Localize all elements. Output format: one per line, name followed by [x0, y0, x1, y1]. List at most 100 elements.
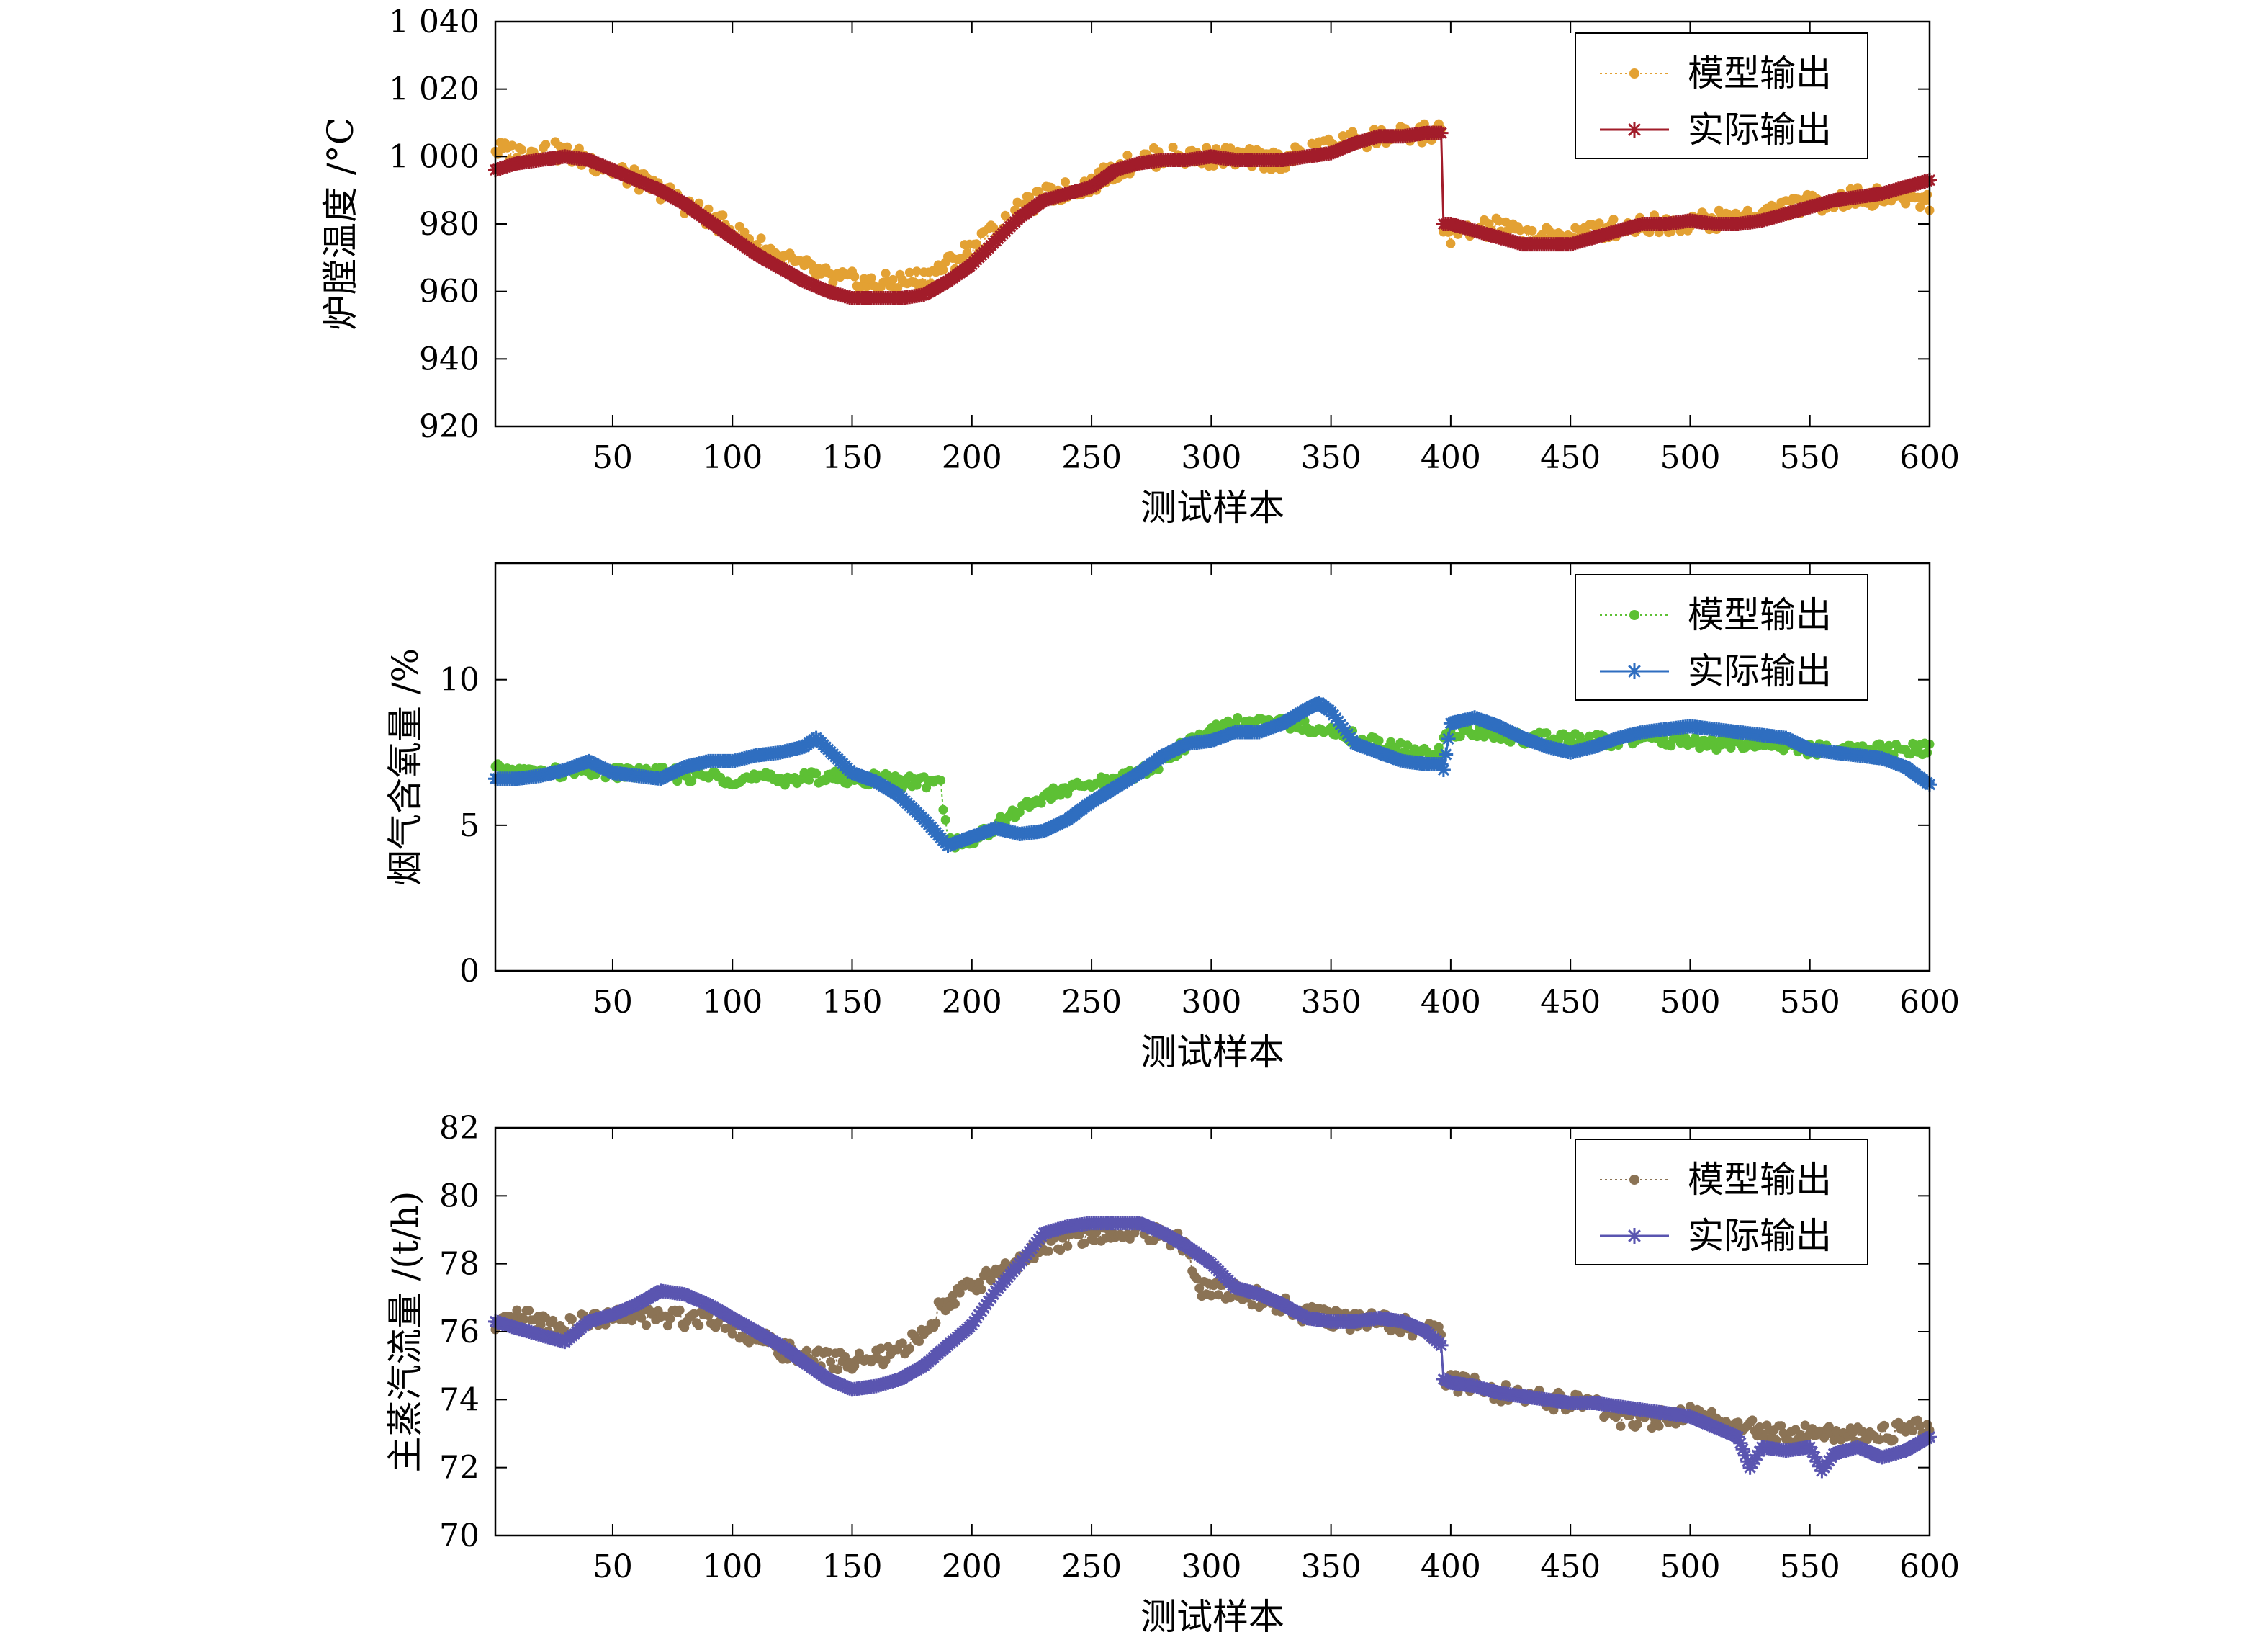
x-tick-label: 600 — [1899, 984, 1960, 1021]
data-point — [893, 283, 903, 293]
data-point — [1901, 199, 1911, 209]
x-tick-label: 450 — [1540, 1548, 1601, 1585]
data-point — [1742, 205, 1752, 215]
data-point — [989, 223, 999, 233]
data-point — [940, 815, 950, 825]
plot-frame — [494, 562, 1931, 972]
x-tick-label: 200 — [942, 439, 1002, 476]
data-point — [1192, 1274, 1202, 1284]
data-point — [1434, 125, 1449, 140]
data-point — [1793, 194, 1803, 205]
x-tick-label: 450 — [1540, 439, 1601, 476]
x-tick-label: 150 — [822, 439, 883, 476]
data-point — [1122, 151, 1133, 161]
y-tick-label: 980 — [419, 206, 480, 243]
x-tick-label: 200 — [942, 1548, 1002, 1585]
legend-label: 模型输出 — [1688, 1159, 1832, 1201]
data-point — [1889, 1435, 1899, 1445]
x-tick-label: 300 — [1181, 984, 1241, 1021]
data-point — [1695, 743, 1705, 753]
data-point — [1915, 202, 1925, 212]
x-tick-label: 450 — [1540, 984, 1601, 1021]
data-point — [881, 269, 891, 278]
data-point — [642, 1320, 651, 1330]
data-point — [811, 768, 822, 779]
data-point — [1213, 1290, 1223, 1300]
data-point — [1735, 1442, 1750, 1457]
x-tick-label: 500 — [1660, 1548, 1720, 1585]
data-point — [904, 1343, 914, 1353]
data-point — [694, 1320, 704, 1330]
data-point — [1403, 740, 1413, 750]
data-point — [1807, 1449, 1822, 1464]
data-point — [524, 1306, 534, 1316]
data-point — [883, 771, 893, 781]
chart-panel-2: 50 100 150 200 250 300 350 400 450 500 550 600 0 5 10 测… — [384, 562, 1960, 1073]
data-point — [1733, 1435, 1748, 1451]
data-point — [1870, 199, 1879, 210]
x-tick-label: 550 — [1780, 984, 1840, 1021]
data-point — [1737, 1448, 1752, 1463]
data-point — [1515, 225, 1525, 236]
x-tick-label: 100 — [702, 984, 762, 1021]
data-point — [1056, 790, 1066, 800]
data-point — [1809, 1454, 1824, 1469]
x-tick-label: 500 — [1660, 984, 1720, 1021]
data-point — [687, 776, 697, 786]
data-point — [1061, 177, 1070, 187]
x-tick-label: 100 — [702, 1548, 762, 1585]
x-tick-label: 150 — [822, 984, 883, 1021]
data-point — [1750, 1448, 1765, 1463]
x-tick-label: 250 — [1061, 1548, 1122, 1585]
data-point — [938, 265, 948, 275]
data-point — [1802, 1440, 1817, 1455]
data-point — [1874, 739, 1884, 749]
data-point — [1915, 1420, 1925, 1430]
data-point — [948, 1291, 958, 1301]
legend-marker — [1626, 122, 1642, 138]
data-point — [517, 145, 527, 155]
y-tick-label: 1 020 — [389, 71, 480, 108]
data-point — [1731, 1430, 1745, 1445]
y-tick-label: 82 — [439, 1110, 480, 1147]
data-point — [1374, 735, 1384, 745]
y-tick-label: 0 — [459, 953, 480, 990]
y-tick-label: 940 — [419, 341, 480, 377]
y-axis-label: 炉膛温度 /°C — [320, 117, 361, 331]
data-point — [1812, 1458, 1827, 1474]
data-point — [931, 1318, 941, 1328]
data-point — [1436, 763, 1451, 777]
data-point — [1194, 1283, 1205, 1294]
data-point — [1585, 731, 1595, 741]
data-point — [833, 1365, 843, 1375]
data-point — [1760, 1433, 1769, 1443]
data-point — [1043, 1246, 1053, 1256]
x-tick-label: 250 — [1061, 984, 1122, 1021]
x-axis-label: 测试样本 — [1140, 1031, 1284, 1073]
data-point — [1632, 1420, 1642, 1430]
x-tick-label: 300 — [1181, 1548, 1241, 1585]
data-point — [1884, 740, 1894, 750]
x-tick-label: 100 — [702, 439, 762, 476]
legend-box — [1575, 32, 1868, 159]
series-actual-output — [488, 696, 1937, 853]
data-point — [1206, 1291, 1216, 1301]
legend-marker — [1629, 610, 1639, 620]
data-point — [718, 210, 728, 220]
y-axis-label: 烟气含氧量 /% — [384, 648, 426, 886]
data-point — [507, 140, 517, 151]
series-actual-output — [488, 1216, 1937, 1479]
legend-label: 模型输出 — [1688, 594, 1832, 636]
data-point — [1074, 1230, 1084, 1239]
y-tick-label: 78 — [439, 1246, 480, 1283]
x-tick-label: 400 — [1421, 1548, 1481, 1585]
data-point — [1706, 1407, 1716, 1417]
data-point — [1733, 1417, 1743, 1427]
legend-label: 实际输出 — [1688, 1215, 1832, 1257]
data-point — [1439, 747, 1454, 762]
data-point — [1879, 1420, 1889, 1430]
data-point — [950, 1299, 960, 1309]
data-point — [1247, 1300, 1257, 1310]
